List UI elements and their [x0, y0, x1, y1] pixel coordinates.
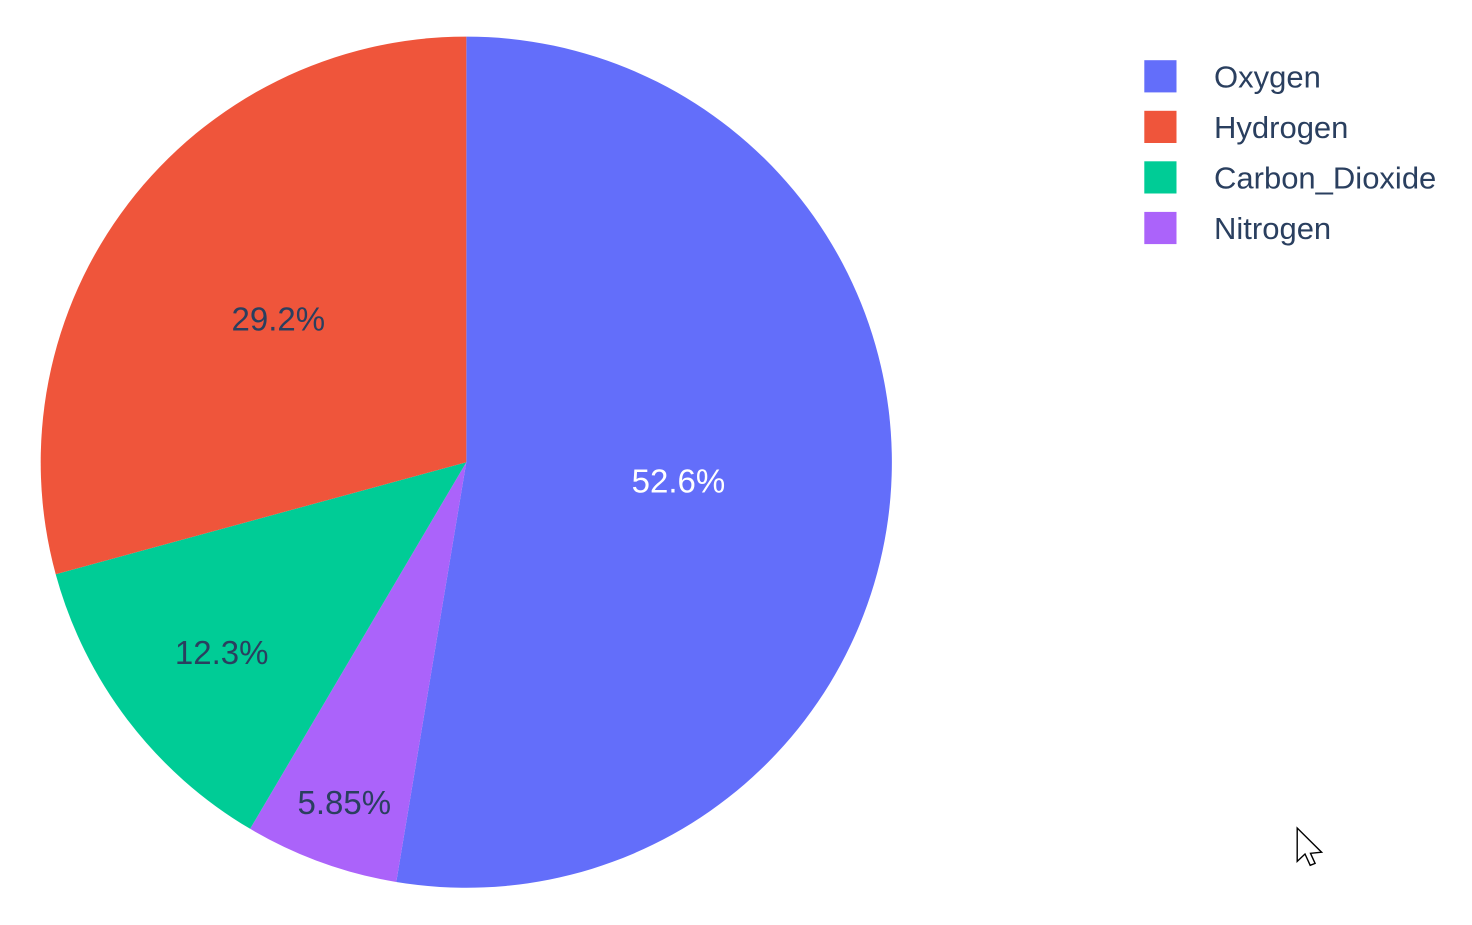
svg-text:52.6%: 52.6%	[632, 463, 726, 500]
svg-text:12.3%: 12.3%	[175, 634, 269, 671]
svg-text:Hydrogen: Hydrogen	[1214, 110, 1348, 145]
svg-text:29.2%: 29.2%	[232, 301, 326, 338]
svg-text:Oxygen: Oxygen	[1214, 60, 1321, 95]
svg-text:5.85%: 5.85%	[298, 784, 392, 821]
svg-text:Nitrogen: Nitrogen	[1214, 211, 1331, 246]
svg-text:Carbon_Dioxide: Carbon_Dioxide	[1214, 161, 1436, 196]
